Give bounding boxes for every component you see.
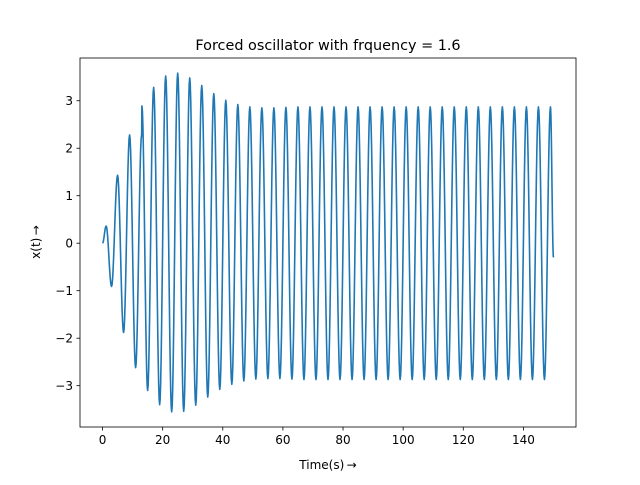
chart-title: Forced oscillator with frquency = 1.6	[195, 38, 460, 54]
plot-frame	[79, 57, 577, 428]
x-tick-label: 40	[215, 433, 230, 447]
y-tick-label: 3	[65, 94, 73, 108]
y-tick-label: −3	[55, 379, 73, 393]
x-axis-label: Time(s) →	[298, 458, 356, 472]
plot-area	[79, 57, 577, 428]
y-tick-label: −1	[55, 284, 73, 298]
x-tick-label: 120	[452, 433, 475, 447]
y-tick-label: 2	[65, 142, 73, 156]
y-tick-label: 0	[65, 237, 73, 251]
y-axis-label: x(t) →	[29, 225, 43, 259]
x-tick-label: 80	[335, 433, 350, 447]
x-tick-label: 140	[512, 433, 535, 447]
y-tick-label: −2	[55, 331, 73, 345]
x-tick-label: 100	[392, 433, 415, 447]
x-tick-label: 60	[275, 433, 290, 447]
x-tick-label: 20	[155, 433, 170, 447]
series-line	[101, 72, 555, 413]
x-tick-label: 0	[99, 433, 107, 447]
y-axis-ticks: −3 −2 −1 0 1 2 3	[55, 94, 80, 393]
x-axis-ticks: 0 20 40 60 80 100 120 140	[99, 427, 535, 447]
y-tick-label: 1	[65, 189, 73, 203]
